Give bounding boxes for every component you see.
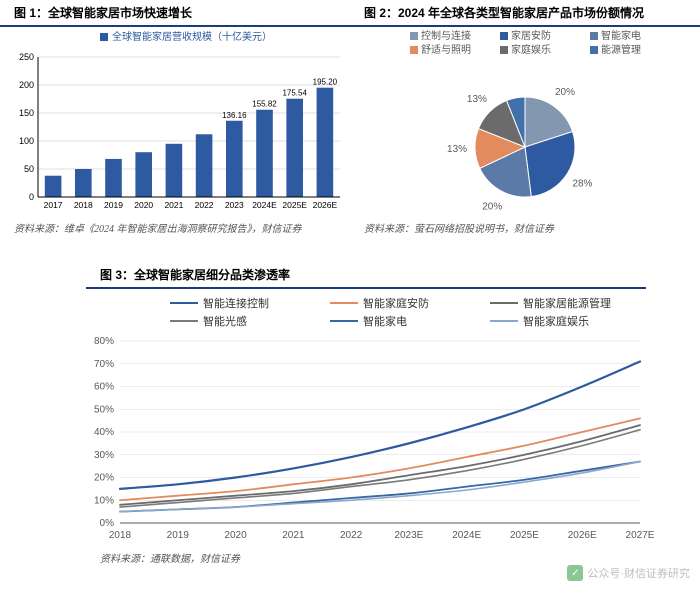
- svg-text:智能家电: 智能家电: [601, 29, 641, 42]
- svg-text:2025E: 2025E: [510, 530, 539, 541]
- svg-text:40%: 40%: [94, 427, 114, 438]
- svg-text:智能光感: 智能光感: [203, 314, 247, 328]
- watermark-text: 公众号·财信证券研究: [587, 565, 690, 581]
- svg-text:全球智能家居营收规模（十亿美元）: 全球智能家居营收规模（十亿美元）: [112, 30, 272, 43]
- pie-chart-svg: 控制与连接 家居安防 智能家电舒适与照明 家庭娱乐 能源管理 20% 28% 20% 13% 13…: [350, 27, 700, 219]
- svg-text:50%: 50%: [94, 404, 114, 415]
- svg-text:100: 100: [19, 136, 34, 146]
- svg-text:控制与连接: 控制与连接: [421, 29, 471, 42]
- svg-text:能源管理: 能源管理: [601, 43, 641, 56]
- wechat-icon: ✓: [567, 565, 583, 581]
- line-chart-svg: 智能连接控制 智能家庭安防 智能家居能源管理智能光感 智能家电 智能家庭娱乐 0% 10% 2…: [0, 289, 700, 549]
- panel3-title: 图 3：全球智能家居细分品类渗透率: [0, 262, 700, 287]
- svg-text:2021: 2021: [282, 530, 305, 541]
- svg-text:20%: 20%: [555, 87, 575, 98]
- svg-text:30%: 30%: [94, 450, 114, 461]
- svg-text:60%: 60%: [94, 382, 114, 393]
- svg-text:2017: 2017: [44, 200, 63, 210]
- svg-text:2018: 2018: [109, 530, 132, 541]
- svg-text:2019: 2019: [104, 200, 123, 210]
- panel-bar-chart: 图 1：全球智能家居市场快速增长 全球智能家居营收规模（十亿美元） 0 50 100 1…: [0, 0, 350, 262]
- svg-text:2023E: 2023E: [394, 530, 423, 541]
- panel2-source: 资料来源：萤石网络招股说明书，财信证券: [350, 219, 700, 239]
- svg-text:2024E: 2024E: [252, 200, 277, 210]
- svg-text:2026E: 2026E: [568, 530, 597, 541]
- panel2-title: 图 2：2024 年全球各类型智能家居产品市场份额情况: [350, 0, 700, 25]
- svg-text:2022: 2022: [340, 530, 363, 541]
- svg-text:2021: 2021: [164, 200, 183, 210]
- svg-text:0%: 0%: [100, 518, 115, 529]
- svg-text:70%: 70%: [94, 359, 114, 370]
- svg-text:80%: 80%: [94, 336, 114, 347]
- svg-text:2022: 2022: [195, 200, 214, 210]
- svg-text:20%: 20%: [94, 473, 114, 484]
- svg-text:2025E: 2025E: [282, 200, 307, 210]
- svg-text:10%: 10%: [94, 495, 114, 506]
- svg-text:舒适与照明: 舒适与照明: [421, 43, 471, 56]
- svg-text:2020: 2020: [224, 530, 247, 541]
- svg-text:家庭娱乐: 家庭娱乐: [511, 43, 551, 56]
- svg-text:2024E: 2024E: [452, 530, 481, 541]
- svg-text:195.20: 195.20: [313, 78, 338, 87]
- svg-text:2018: 2018: [74, 200, 93, 210]
- bar-chart-svg: 全球智能家居营收规模（十亿美元） 0 50 100 150 200 250 2017 2018 2…: [0, 27, 350, 219]
- svg-text:13%: 13%: [447, 144, 467, 155]
- svg-text:家居安防: 家居安防: [511, 29, 551, 42]
- svg-text:2026E: 2026E: [313, 200, 338, 210]
- panel-line-chart: 图 3：全球智能家居细分品类渗透率 智能连接控制智能家庭安防智能家居能源管理智能…: [0, 262, 700, 589]
- svg-text:0: 0: [29, 192, 34, 202]
- svg-text:智能连接控制: 智能连接控制: [203, 296, 269, 310]
- svg-text:136.16: 136.16: [222, 111, 247, 120]
- svg-text:250: 250: [19, 52, 34, 62]
- svg-text:智能家电: 智能家电: [363, 314, 407, 328]
- svg-text:智能家居能源管理: 智能家居能源管理: [523, 296, 611, 310]
- watermark: ✓ 公众号·财信证券研究: [567, 565, 690, 581]
- svg-text:智能家庭娱乐: 智能家庭娱乐: [523, 314, 589, 328]
- svg-text:2019: 2019: [167, 530, 190, 541]
- svg-text:20%: 20%: [482, 202, 502, 213]
- svg-text:13%: 13%: [467, 94, 487, 105]
- svg-text:2027E: 2027E: [626, 530, 655, 541]
- svg-text:2023: 2023: [225, 200, 244, 210]
- svg-text:150: 150: [19, 108, 34, 118]
- svg-text:50: 50: [24, 164, 34, 174]
- panel1-source: 资料来源：维卓《2024 年智能家居出海洞察研究报告》，财信证券: [0, 219, 350, 239]
- panel1-title: 图 1：全球智能家居市场快速增长: [0, 0, 350, 25]
- svg-text:智能家庭安防: 智能家庭安防: [363, 296, 429, 310]
- panel-pie-chart: 图 2：2024 年全球各类型智能家居产品市场份额情况 控制与连接 家居安防 智能家…: [350, 0, 700, 262]
- svg-text:175.54: 175.54: [282, 89, 307, 98]
- svg-text:155.82: 155.82: [252, 100, 277, 109]
- svg-text:200: 200: [19, 80, 34, 90]
- svg-text:2020: 2020: [134, 200, 153, 210]
- svg-text:28%: 28%: [572, 178, 592, 189]
